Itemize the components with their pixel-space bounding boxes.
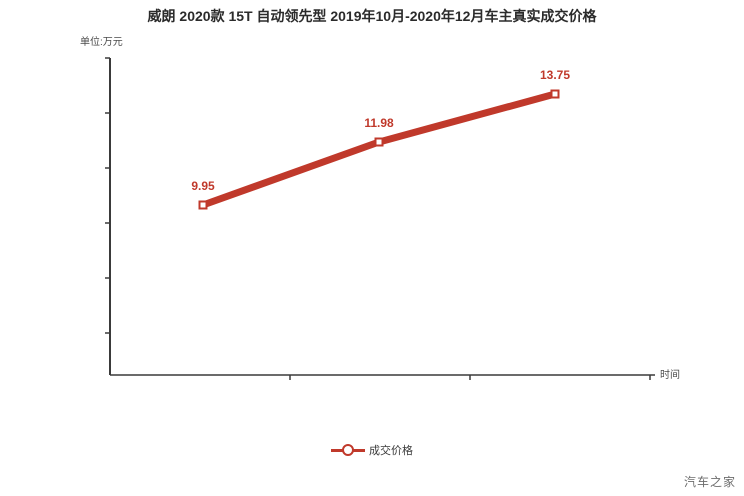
data-point-label: 9.95 xyxy=(191,179,215,193)
data-point-marker[interactable] xyxy=(374,137,384,147)
data-point-marker[interactable] xyxy=(550,89,560,99)
y-axis-ticks xyxy=(105,57,110,334)
data-point-marker[interactable] xyxy=(198,200,208,210)
data-point-label: 11.98 xyxy=(364,116,394,130)
legend-marker-icon xyxy=(331,443,365,457)
series-line-chengjiaojiage xyxy=(199,90,559,209)
legend-circle-dot-icon xyxy=(342,444,354,456)
x-axis-unit-label: 时间 xyxy=(660,370,680,381)
series-data-markers[interactable] xyxy=(198,89,560,210)
y-axis-unit-label: 单位:万元 xyxy=(80,37,123,48)
legend-item-chengjiaojiage[interactable]: 成交价格 xyxy=(331,442,413,458)
watermark: 汽车之家 xyxy=(683,475,736,489)
legend-label: 成交价格 xyxy=(369,445,413,457)
page-title: 威朗 2020款 15T 自动领先型 2019年10月-2020年12月车主真实… xyxy=(147,8,597,24)
data-point-label: 13.75 xyxy=(539,68,571,82)
x-axis-ticks xyxy=(289,375,651,380)
chart-legend: 成交价格 xyxy=(0,442,744,458)
